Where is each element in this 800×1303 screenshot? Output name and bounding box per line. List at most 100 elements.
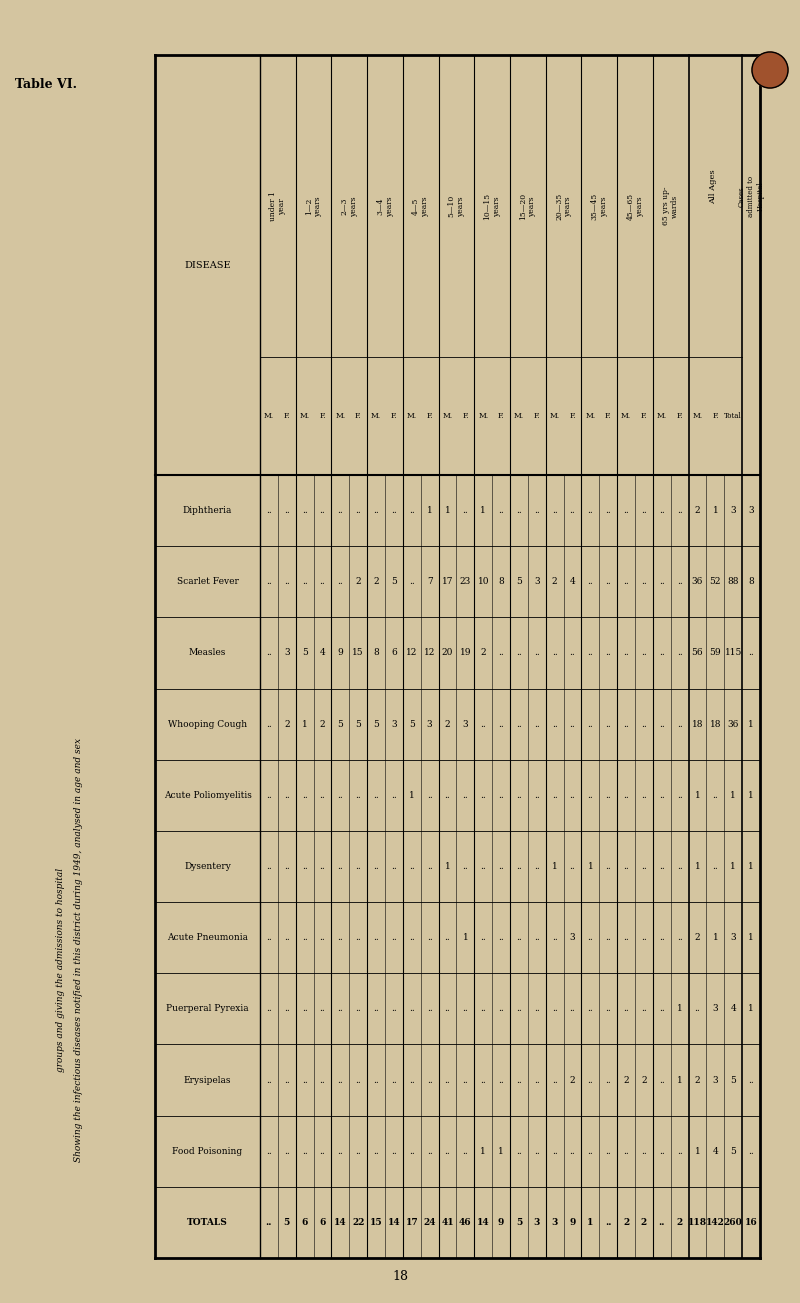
- Text: F.: F.: [390, 412, 397, 420]
- Text: ..: ..: [641, 577, 647, 586]
- Text: 1: 1: [552, 863, 558, 870]
- Text: ..: ..: [713, 863, 718, 870]
- Text: 4: 4: [570, 577, 575, 586]
- Text: ..: ..: [338, 933, 343, 942]
- Text: Whooping Cough: Whooping Cough: [168, 719, 247, 728]
- Text: ..: ..: [462, 1147, 468, 1156]
- Text: Erysipelas: Erysipelas: [184, 1075, 231, 1084]
- Text: ..: ..: [320, 1005, 326, 1014]
- Text: 15: 15: [370, 1218, 382, 1227]
- Text: ..: ..: [587, 1075, 594, 1084]
- Text: M.: M.: [621, 412, 631, 420]
- Text: ..: ..: [534, 1147, 540, 1156]
- Text: 1: 1: [480, 1147, 486, 1156]
- Text: 2: 2: [320, 719, 326, 728]
- Text: 5: 5: [516, 577, 522, 586]
- Text: 22: 22: [352, 1218, 365, 1227]
- Text: M.: M.: [514, 412, 524, 420]
- Text: ..: ..: [445, 933, 450, 942]
- Text: ..: ..: [606, 719, 611, 728]
- Text: 3—4
years: 3—4 years: [377, 195, 394, 216]
- Text: 1: 1: [730, 791, 736, 800]
- Text: ..: ..: [284, 1005, 290, 1014]
- Text: 18: 18: [692, 719, 703, 728]
- Text: ..: ..: [534, 791, 540, 800]
- Text: ..: ..: [284, 577, 290, 586]
- Text: ..: ..: [338, 506, 343, 515]
- Text: ..: ..: [587, 577, 594, 586]
- Text: 1: 1: [748, 719, 754, 728]
- Text: ..: ..: [606, 863, 611, 870]
- Text: ..: ..: [355, 863, 361, 870]
- Text: F.: F.: [462, 412, 469, 420]
- Text: F.: F.: [283, 412, 290, 420]
- Text: ..: ..: [552, 1005, 558, 1014]
- Text: Scarlet Fever: Scarlet Fever: [177, 577, 238, 586]
- Text: 14: 14: [477, 1218, 490, 1227]
- Circle shape: [752, 52, 788, 89]
- Text: 3: 3: [534, 577, 539, 586]
- Text: 36: 36: [727, 719, 739, 728]
- Text: ..: ..: [606, 933, 611, 942]
- Text: ..: ..: [534, 506, 540, 515]
- Text: ..: ..: [623, 1147, 629, 1156]
- Text: ..: ..: [748, 1147, 754, 1156]
- Text: ..: ..: [462, 506, 468, 515]
- Text: ..: ..: [606, 1075, 611, 1084]
- Text: ..: ..: [641, 506, 647, 515]
- Text: 3: 3: [551, 1218, 558, 1227]
- Text: ..: ..: [606, 791, 611, 800]
- Text: ..: ..: [266, 1005, 272, 1014]
- Text: ..: ..: [320, 506, 326, 515]
- Text: ..: ..: [623, 577, 629, 586]
- Text: ..: ..: [677, 1147, 682, 1156]
- Text: ..: ..: [552, 506, 558, 515]
- Text: ..: ..: [302, 577, 307, 586]
- Text: ..: ..: [552, 933, 558, 942]
- Text: 1: 1: [409, 791, 414, 800]
- Text: 5: 5: [355, 719, 361, 728]
- Text: ..: ..: [266, 791, 272, 800]
- Text: ..: ..: [552, 791, 558, 800]
- Text: M.: M.: [335, 412, 346, 420]
- Text: ..: ..: [409, 577, 414, 586]
- Text: ..: ..: [302, 506, 307, 515]
- Text: ..: ..: [498, 506, 504, 515]
- Text: 4: 4: [713, 1147, 718, 1156]
- Text: ..: ..: [587, 1005, 594, 1014]
- Text: ..: ..: [266, 506, 272, 515]
- Text: 15: 15: [353, 649, 364, 658]
- Text: 1: 1: [748, 1005, 754, 1014]
- Text: ..: ..: [266, 1147, 272, 1156]
- Text: M.: M.: [442, 412, 453, 420]
- Text: ..: ..: [462, 863, 468, 870]
- Text: ..: ..: [373, 1147, 379, 1156]
- Text: 17: 17: [406, 1218, 418, 1227]
- Text: 56: 56: [692, 649, 703, 658]
- Text: ..: ..: [320, 933, 326, 942]
- Text: ..: ..: [570, 649, 575, 658]
- Text: ..: ..: [338, 1075, 343, 1084]
- Text: ..: ..: [641, 933, 647, 942]
- Text: ..: ..: [534, 933, 540, 942]
- Text: ..: ..: [391, 506, 397, 515]
- Text: ..: ..: [426, 1005, 433, 1014]
- Text: ..: ..: [516, 1005, 522, 1014]
- Text: ..: ..: [480, 933, 486, 942]
- Text: 260: 260: [724, 1218, 742, 1227]
- Text: 5: 5: [516, 1218, 522, 1227]
- Text: ..: ..: [480, 1005, 486, 1014]
- Text: TOTALS: TOTALS: [187, 1218, 228, 1227]
- Text: ..: ..: [677, 791, 682, 800]
- Text: F.: F.: [676, 412, 683, 420]
- Text: ..: ..: [677, 933, 682, 942]
- Text: 3: 3: [570, 933, 575, 942]
- Text: ..: ..: [373, 863, 379, 870]
- Text: ..: ..: [677, 577, 682, 586]
- Text: 2: 2: [623, 1218, 629, 1227]
- Text: 5—10
years: 5—10 years: [448, 195, 465, 218]
- Text: ..: ..: [713, 791, 718, 800]
- Text: 2: 2: [623, 1075, 629, 1084]
- Text: ..: ..: [516, 719, 522, 728]
- Text: ..: ..: [623, 506, 629, 515]
